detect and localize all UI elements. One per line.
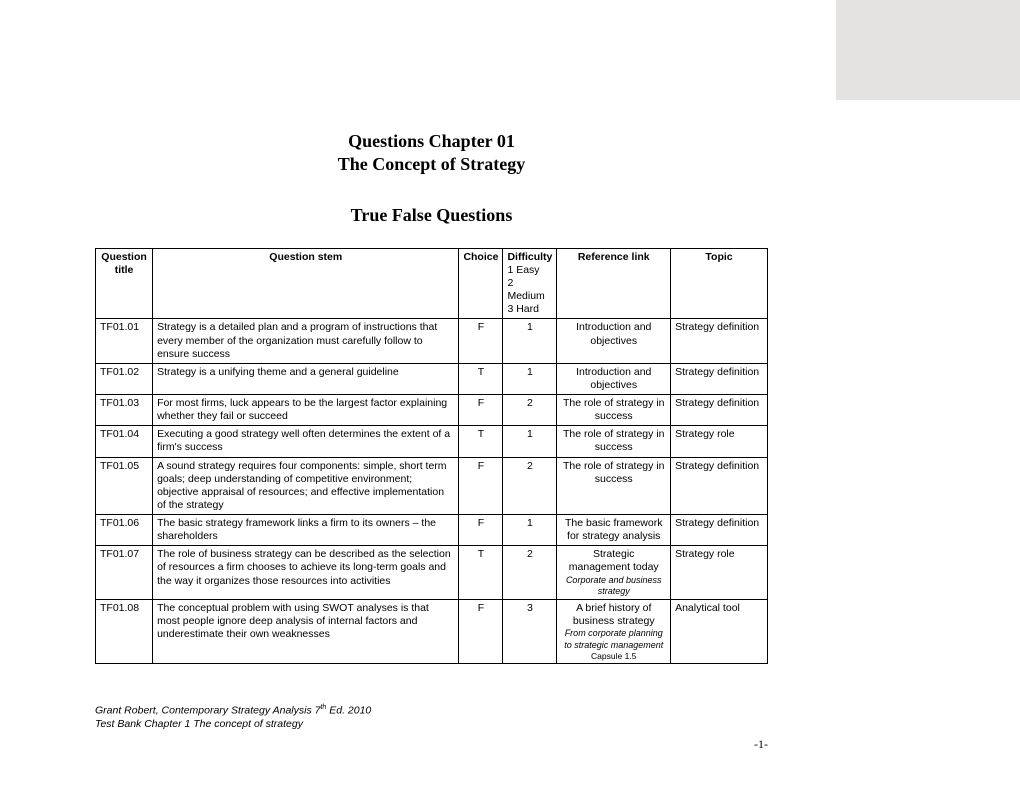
cell-difficulty: 1 bbox=[503, 319, 557, 363]
reference-main: A brief history of business strategy bbox=[561, 602, 666, 628]
cell-topic: Strategy definition bbox=[671, 457, 768, 515]
table-row: TF01.01Strategy is a detailed plan and a… bbox=[96, 319, 768, 363]
cell-topic: Strategy definition bbox=[671, 363, 768, 394]
cell-stem: For most firms, luck appears to be the l… bbox=[153, 395, 459, 426]
cell-reference: Introduction and objectives bbox=[557, 363, 671, 394]
difficulty-legend-1: 1 Easy bbox=[507, 264, 552, 277]
reference-capsule: Capsule 1.5 bbox=[561, 651, 666, 662]
cell-title: TF01.05 bbox=[96, 457, 153, 515]
table-body: TF01.01Strategy is a detailed plan and a… bbox=[96, 319, 768, 664]
difficulty-legend-3: 3 Hard bbox=[507, 303, 552, 316]
footer-bank-line: Test Bank Chapter 1 The concept of strat… bbox=[95, 718, 303, 730]
cell-reference: The basic framework for strategy analysi… bbox=[557, 515, 671, 546]
cell-choice: F bbox=[459, 515, 503, 546]
table-row: TF01.06The basic strategy framework link… bbox=[96, 515, 768, 546]
chapter-title-line2: The Concept of Strategy bbox=[95, 153, 768, 176]
cell-choice: F bbox=[459, 600, 503, 664]
cell-choice: F bbox=[459, 457, 503, 515]
table-row: TF01.05A sound strategy requires four co… bbox=[96, 457, 768, 515]
cell-stem: The conceptual problem with using SWOT a… bbox=[153, 600, 459, 664]
cell-stem: Strategy is a detailed plan and a progra… bbox=[153, 319, 459, 363]
sidebar-placeholder bbox=[836, 0, 1020, 100]
table-row: TF01.08The conceptual problem with using… bbox=[96, 600, 768, 664]
cell-choice: T bbox=[459, 363, 503, 394]
reference-main: The role of strategy in success bbox=[561, 397, 666, 423]
section-title: True False Questions bbox=[95, 205, 768, 226]
cell-choice: T bbox=[459, 426, 503, 457]
reference-main: Introduction and objectives bbox=[561, 321, 666, 347]
cell-difficulty: 1 bbox=[503, 363, 557, 394]
reference-main: The basic framework for strategy analysi… bbox=[561, 517, 666, 543]
cell-title: TF01.06 bbox=[96, 515, 153, 546]
reference-main: Introduction and objectives bbox=[561, 366, 666, 392]
chapter-title-block: Questions Chapter 01 The Concept of Stra… bbox=[95, 130, 768, 177]
table-row: TF01.02Strategy is a unifying theme and … bbox=[96, 363, 768, 394]
cell-difficulty: 3 bbox=[503, 600, 557, 664]
cell-difficulty: 2 bbox=[503, 395, 557, 426]
cell-title: TF01.02 bbox=[96, 363, 153, 394]
question-table: Question title Question stem Choice Diff… bbox=[95, 248, 768, 665]
reference-main: The role of strategy in success bbox=[561, 460, 666, 486]
reference-main: Strategic management today bbox=[561, 548, 666, 574]
cell-stem: A sound strategy requires four component… bbox=[153, 457, 459, 515]
col-header-topic: Topic bbox=[671, 248, 768, 319]
difficulty-legend-2: 2 Medium bbox=[507, 277, 552, 303]
cell-title: TF01.04 bbox=[96, 426, 153, 457]
cell-topic: Strategy definition bbox=[671, 515, 768, 546]
table-row: TF01.07The role of business strategy can… bbox=[96, 546, 768, 600]
document-page: Questions Chapter 01 The Concept of Stra… bbox=[0, 0, 836, 788]
cell-choice: T bbox=[459, 546, 503, 600]
cell-topic: Strategy role bbox=[671, 546, 768, 600]
cell-topic: Strategy role bbox=[671, 426, 768, 457]
cell-reference: Strategic management todayCorporate and … bbox=[557, 546, 671, 600]
col-header-stem: Question stem bbox=[153, 248, 459, 319]
cell-difficulty: 2 bbox=[503, 546, 557, 600]
cell-reference: The role of strategy in success bbox=[557, 426, 671, 457]
page-number: -1- bbox=[754, 737, 768, 752]
col-header-title: Question title bbox=[96, 248, 153, 319]
difficulty-label: Difficulty bbox=[507, 251, 552, 264]
cell-choice: F bbox=[459, 395, 503, 426]
cell-choice: F bbox=[459, 319, 503, 363]
cell-title: TF01.01 bbox=[96, 319, 153, 363]
footer-author-suffix: Ed. 2010 bbox=[326, 705, 371, 717]
cell-reference: The role of strategy in success bbox=[557, 457, 671, 515]
cell-title: TF01.07 bbox=[96, 546, 153, 600]
col-header-difficulty: Difficulty 1 Easy 2 Medium 3 Hard bbox=[503, 248, 557, 319]
reference-main: The role of strategy in success bbox=[561, 428, 666, 454]
cell-topic: Analytical tool bbox=[671, 600, 768, 664]
table-header-row: Question title Question stem Choice Diff… bbox=[96, 248, 768, 319]
reference-sub: From corporate planning to strategic man… bbox=[561, 628, 666, 651]
cell-stem: The role of business strategy can be des… bbox=[153, 546, 459, 600]
cell-title: TF01.03 bbox=[96, 395, 153, 426]
table-row: TF01.04Executing a good strategy well of… bbox=[96, 426, 768, 457]
cell-difficulty: 1 bbox=[503, 515, 557, 546]
footer-citation: Grant Robert, Contemporary Strategy Anal… bbox=[95, 703, 371, 732]
footer-author-prefix: Grant Robert, Contemporary Strategy Anal… bbox=[95, 705, 320, 717]
cell-difficulty: 2 bbox=[503, 457, 557, 515]
table-row: TF01.03For most firms, luck appears to b… bbox=[96, 395, 768, 426]
cell-title: TF01.08 bbox=[96, 600, 153, 664]
col-header-reference: Reference link bbox=[557, 248, 671, 319]
cell-stem: Strategy is a unifying theme and a gener… bbox=[153, 363, 459, 394]
reference-sub: Corporate and business strategy bbox=[561, 575, 666, 598]
cell-stem: Executing a good strategy well often det… bbox=[153, 426, 459, 457]
cell-reference: The role of strategy in success bbox=[557, 395, 671, 426]
cell-reference: Introduction and objectives bbox=[557, 319, 671, 363]
col-header-choice: Choice bbox=[459, 248, 503, 319]
cell-stem: The basic strategy framework links a fir… bbox=[153, 515, 459, 546]
cell-difficulty: 1 bbox=[503, 426, 557, 457]
cell-topic: Strategy definition bbox=[671, 395, 768, 426]
chapter-title-line1: Questions Chapter 01 bbox=[95, 130, 768, 153]
cell-reference: A brief history of business strategyFrom… bbox=[557, 600, 671, 664]
cell-topic: Strategy definition bbox=[671, 319, 768, 363]
